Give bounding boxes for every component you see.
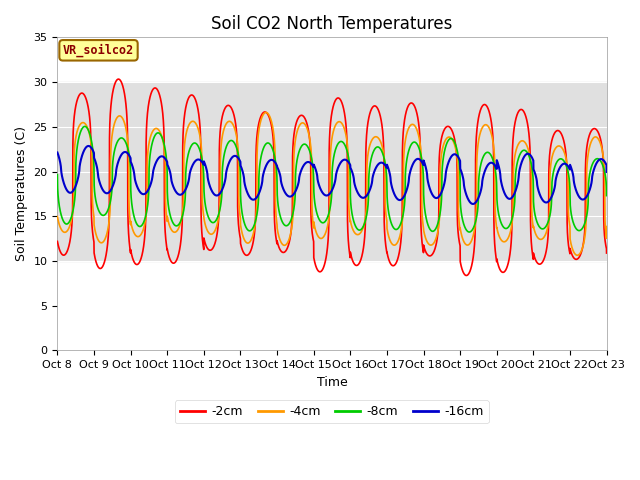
-4cm xyxy=(54,214,61,219)
-16cm xyxy=(469,201,477,207)
-2cm xyxy=(455,236,463,242)
-16cm xyxy=(54,150,61,156)
-8cm xyxy=(314,212,321,218)
Line: -2cm: -2cm xyxy=(58,79,607,276)
-16cm xyxy=(580,196,588,202)
-8cm xyxy=(573,227,580,232)
Title: Soil CO2 North Temperatures: Soil CO2 North Temperatures xyxy=(211,15,452,33)
-16cm xyxy=(573,190,580,195)
-16cm xyxy=(84,143,92,149)
-2cm xyxy=(54,239,61,244)
Line: -16cm: -16cm xyxy=(58,146,607,204)
-2cm xyxy=(470,243,478,249)
-8cm xyxy=(81,123,88,129)
-4cm xyxy=(314,232,321,238)
Line: -4cm: -4cm xyxy=(58,112,607,255)
-4cm xyxy=(470,228,478,233)
Line: -8cm: -8cm xyxy=(58,126,607,232)
-2cm xyxy=(573,256,580,262)
-2cm xyxy=(463,273,470,278)
-4cm xyxy=(573,252,581,258)
-4cm xyxy=(262,109,270,115)
-2cm xyxy=(603,250,611,256)
Legend: -2cm, -4cm, -8cm, -16cm: -2cm, -4cm, -8cm, -16cm xyxy=(175,400,489,423)
-16cm xyxy=(455,156,463,161)
-16cm xyxy=(603,169,611,175)
-8cm xyxy=(455,157,463,163)
-4cm xyxy=(580,241,588,247)
-4cm xyxy=(240,236,248,242)
Bar xyxy=(58,82,607,261)
-2cm xyxy=(240,251,248,256)
-16cm xyxy=(240,176,248,181)
-2cm xyxy=(115,76,122,82)
-8cm xyxy=(580,223,588,229)
-4cm xyxy=(603,224,611,229)
-8cm xyxy=(603,193,611,199)
-2cm xyxy=(314,267,321,273)
-8cm xyxy=(470,223,478,228)
X-axis label: Time: Time xyxy=(317,376,348,389)
-4cm xyxy=(573,252,580,258)
-16cm xyxy=(314,175,321,181)
-8cm xyxy=(54,172,61,178)
-2cm xyxy=(580,239,588,245)
-16cm xyxy=(470,201,478,206)
-8cm xyxy=(240,219,248,225)
-8cm xyxy=(465,229,473,235)
-4cm xyxy=(455,216,463,222)
Text: VR_soilco2: VR_soilco2 xyxy=(63,44,134,57)
Y-axis label: Soil Temperatures (C): Soil Temperatures (C) xyxy=(15,126,28,262)
